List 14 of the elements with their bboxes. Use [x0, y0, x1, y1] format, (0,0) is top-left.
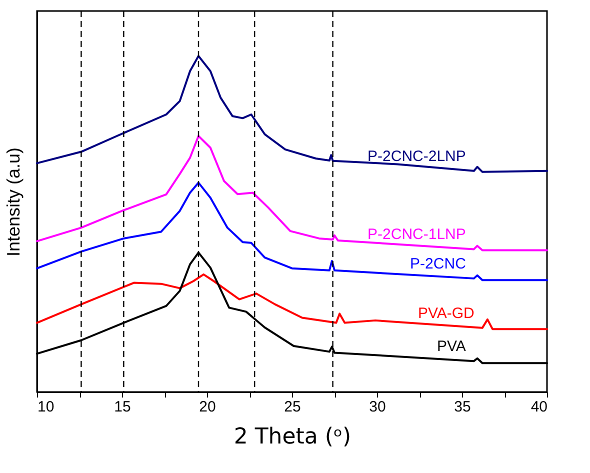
series-label: P-2CNC	[410, 255, 466, 272]
series-label: P-2CNC-1LNP	[368, 226, 466, 244]
series-label: PVA-GD	[418, 304, 475, 322]
y-axis-title: Intensity (a.u)	[4, 147, 24, 257]
series-label: PVA	[436, 338, 466, 356]
x-tick-label: 10	[38, 398, 54, 416]
x-tick-label: 15	[114, 398, 131, 416]
x-tick-label: 30	[369, 398, 386, 416]
x-tick-label: 25	[284, 398, 301, 416]
x-tick-label: 20	[199, 398, 216, 416]
x-tick-label: 40	[530, 398, 548, 416]
x-tick-label: 35	[454, 398, 471, 416]
series-label: P-2CNC-2LNP	[368, 148, 466, 165]
x-axis-title: 2 Theta (ᵒ)	[234, 424, 352, 450]
